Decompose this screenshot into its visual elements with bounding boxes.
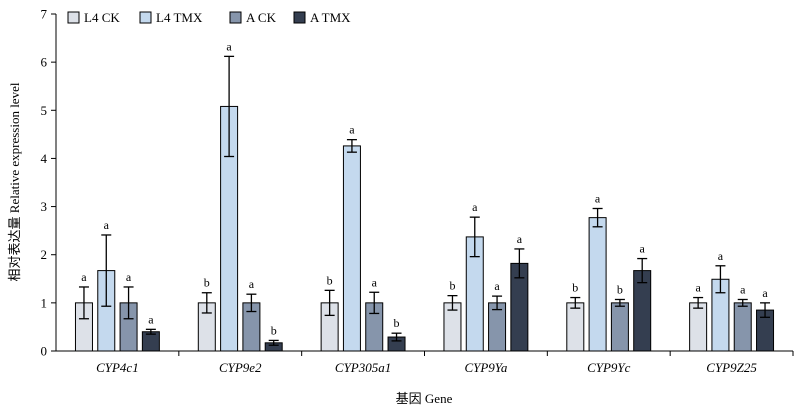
bar-a-ck-cyp9yc xyxy=(610,302,629,352)
legend-item-l4-tmx: L4 TMX xyxy=(139,10,203,25)
error-bar-a-tmx-cyp9z25 xyxy=(760,302,771,318)
y-axis-title: 相对表达量 Relative expression level xyxy=(7,82,22,281)
category-label-cyp305a1: CYP305a1 xyxy=(335,360,391,375)
error-bar-a-tmx-cyp9ya xyxy=(514,248,525,279)
bar-l4-tmx-cyp305a1 xyxy=(342,145,361,352)
sig-label-a-tmx-cyp9ya: a xyxy=(517,232,523,246)
legend-item-a-ck: A CK xyxy=(229,10,277,25)
sig-label-l4-ck-cyp305a1: b xyxy=(327,273,333,287)
sig-label-a-tmx-cyp9e2: b xyxy=(271,323,277,337)
sig-label-l4-tmx-cyp4c1: a xyxy=(104,218,110,232)
sig-label-a-tmx-cyp305a1: b xyxy=(394,316,400,330)
legend-label: A TMX xyxy=(310,10,351,25)
axes-layer xyxy=(55,14,793,352)
error-bar-l4-ck-cyp9z25 xyxy=(693,296,704,309)
legend-item-l4-ck: L4 CK xyxy=(67,10,120,25)
sig-label-a-ck-cyp9e2: a xyxy=(249,277,255,291)
legend-swatch xyxy=(229,11,242,24)
y-tick-label: 5 xyxy=(41,103,48,118)
y-tick-label: 4 xyxy=(41,151,48,166)
bar-l4-ck-cyp9yc xyxy=(566,302,585,352)
category-label-cyp9e2: CYP9e2 xyxy=(219,360,262,375)
bar-l4-ck-cyp9z25 xyxy=(689,302,708,352)
y-tick-label: 6 xyxy=(41,55,48,70)
sig-label-a-ck-cyp9z25: a xyxy=(740,282,746,296)
bars-layer xyxy=(74,105,775,352)
error-bar-a-ck-cyp9z25 xyxy=(737,298,748,307)
sig-label-l4-ck-cyp4c1: a xyxy=(81,270,87,284)
sig-label-l4-tmx-cyp9e2: a xyxy=(226,39,232,53)
legend-swatch xyxy=(139,11,152,24)
sig-label-l4-ck-cyp9ya: b xyxy=(449,279,455,293)
legend: L4 CK L4 TMX A CK A TMX xyxy=(67,10,351,25)
error-bar-l4-tmx-cyp9ya xyxy=(469,216,480,258)
sig-label-a-tmx-cyp9yc: a xyxy=(640,242,646,256)
legend-label: A CK xyxy=(246,10,277,25)
sig-label-a-tmx-cyp9z25: a xyxy=(762,286,768,300)
sig-label-a-ck-cyp305a1: a xyxy=(372,275,378,289)
error-bar-a-tmx-cyp4c1 xyxy=(145,328,156,335)
category-label-cyp9ya: CYP9Ya xyxy=(464,360,507,375)
error-bar-l4-ck-cyp9yc xyxy=(570,296,581,309)
category-label-cyp9z25: CYP9Z25 xyxy=(706,360,757,375)
category-label-cyp9yc: CYP9Yc xyxy=(587,360,631,375)
y-tick-label: 3 xyxy=(41,199,48,214)
y-ticks-layer: 0 1 2 3 4 5 6 7 xyxy=(41,7,56,359)
error-bar-l4-ck-cyp4c1 xyxy=(78,286,89,320)
error-bar-a-tmx-cyp9e2 xyxy=(268,339,279,346)
error-bar-l4-tmx-cyp4c1 xyxy=(101,234,112,307)
significance-labels-layer: a a a a b a a b b a a b b a a a b a b a a a a a xyxy=(81,39,768,337)
bar-a-ck-cyp9z25 xyxy=(733,302,752,352)
error-bar-a-ck-cyp9e2 xyxy=(246,293,257,313)
x-categories-layer: CYP4c1 CYP9e2 CYP305a1 CYP9Ya CYP9Yc CYP9Z25 xyxy=(96,351,794,375)
error-bar-a-ck-cyp9yc xyxy=(614,298,625,307)
error-bar-a-ck-cyp4c1 xyxy=(123,286,134,320)
sig-label-a-tmx-cyp4c1: a xyxy=(148,312,154,326)
sig-label-l4-ck-cyp9z25: a xyxy=(695,281,701,295)
sig-label-l4-tmx-cyp9ya: a xyxy=(472,200,478,214)
error-bar-a-tmx-cyp9yc xyxy=(637,257,648,284)
legend-swatch xyxy=(67,11,80,24)
error-bar-a-tmx-cyp305a1 xyxy=(391,332,402,342)
sig-label-l4-ck-cyp9yc: b xyxy=(572,281,578,295)
error-bar-l4-tmx-cyp305a1 xyxy=(346,139,357,153)
y-tick-label: 0 xyxy=(41,344,48,359)
sig-label-l4-tmx-cyp9yc: a xyxy=(595,191,601,205)
sig-label-a-ck-cyp4c1: a xyxy=(126,270,132,284)
error-bar-l4-ck-cyp305a1 xyxy=(324,289,335,317)
bar-l4-tmx-cyp9yc xyxy=(588,217,607,352)
y-tick-label: 7 xyxy=(41,7,48,22)
y-tick-label: 1 xyxy=(41,295,48,310)
error-bar-a-ck-cyp9ya xyxy=(492,295,503,311)
error-bar-l4-ck-cyp9e2 xyxy=(201,292,212,314)
error-bar-a-ck-cyp305a1 xyxy=(369,291,380,315)
sig-label-l4-tmx-cyp9z25: a xyxy=(718,249,724,263)
error-bar-l4-tmx-cyp9yc xyxy=(592,207,603,228)
category-label-cyp4c1: CYP4c1 xyxy=(96,360,139,375)
error-bar-l4-ck-cyp9ya xyxy=(447,294,458,311)
error-bars-layer xyxy=(78,55,771,346)
legend-label: L4 TMX xyxy=(156,10,203,25)
y-tick-label: 2 xyxy=(41,247,48,262)
legend-label: L4 CK xyxy=(84,10,120,25)
legend-swatch xyxy=(293,11,306,24)
error-bar-l4-tmx-cyp9e2 xyxy=(224,55,235,158)
sig-label-l4-ck-cyp9e2: b xyxy=(204,276,210,290)
x-axis-title: 基因 Gene xyxy=(396,391,453,406)
legend-item-a-tmx: A TMX xyxy=(293,10,351,25)
sig-label-a-ck-cyp9ya: a xyxy=(494,279,500,293)
sig-label-l4-tmx-cyp305a1: a xyxy=(349,123,355,137)
error-bar-l4-tmx-cyp9z25 xyxy=(715,265,726,294)
sig-label-a-ck-cyp9yc: b xyxy=(617,282,623,296)
